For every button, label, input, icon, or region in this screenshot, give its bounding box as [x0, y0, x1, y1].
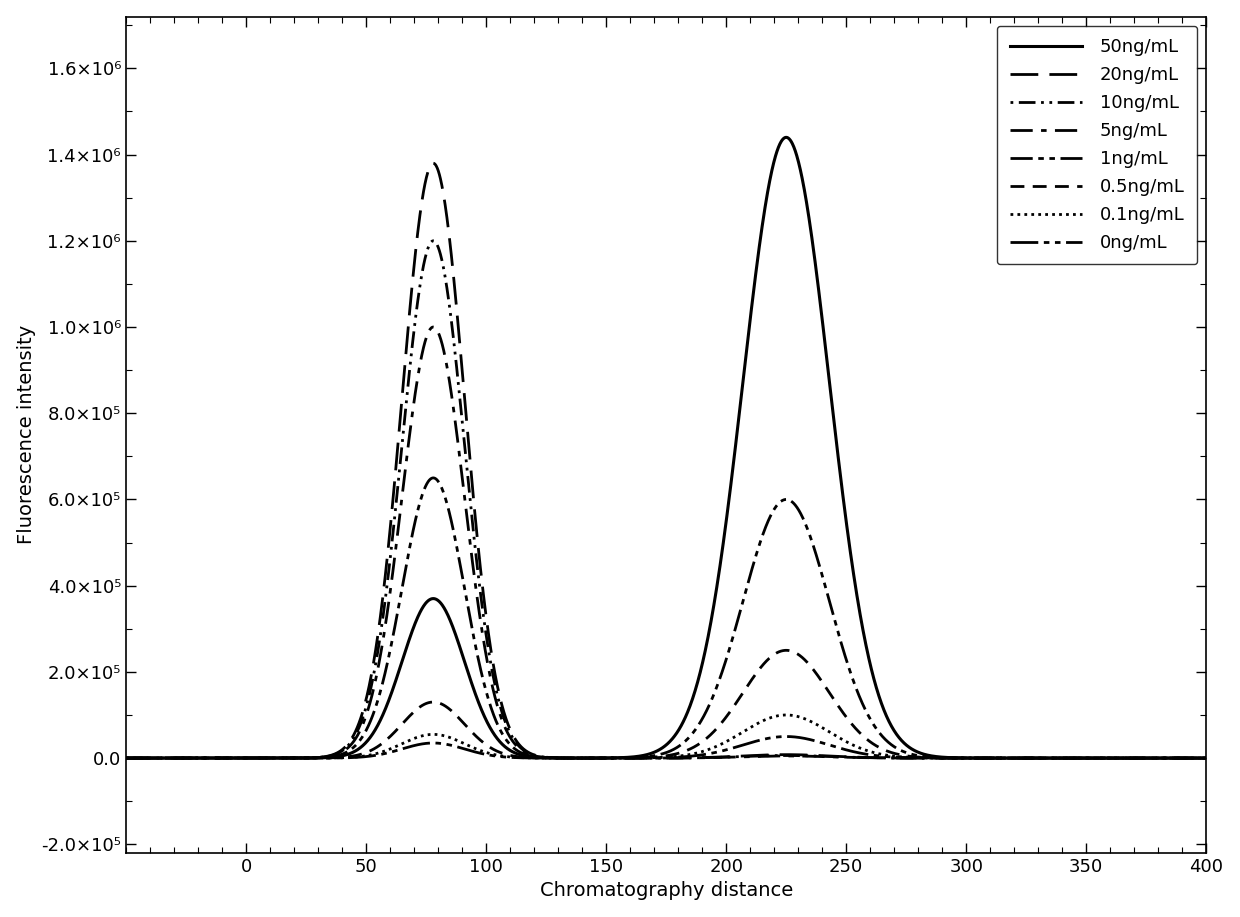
0.1ng/mL	[306, 753, 321, 764]
1ng/mL	[1199, 753, 1214, 764]
10ng/mL	[1178, 753, 1193, 764]
Line: 0ng/mL: 0ng/mL	[126, 736, 1207, 758]
0.1ng/mL	[1178, 753, 1193, 764]
0ng/mL	[1178, 753, 1193, 764]
5ng/mL	[1178, 753, 1193, 764]
0.1ng/mL	[119, 753, 134, 764]
5ng/mL	[119, 753, 134, 764]
5ng/mL	[580, 753, 595, 764]
0ng/mL	[306, 753, 321, 764]
20ng/mL	[1199, 753, 1214, 764]
Line: 50ng/mL: 50ng/mL	[126, 138, 1207, 758]
50ng/mL	[1178, 753, 1193, 764]
50ng/mL	[779, 132, 794, 143]
20ng/mL	[533, 751, 548, 762]
0.5ng/mL	[1178, 753, 1193, 764]
1ng/mL	[425, 472, 440, 483]
0.1ng/mL	[1061, 753, 1076, 764]
0ng/mL	[119, 753, 134, 764]
Line: 0.5ng/mL: 0.5ng/mL	[126, 650, 1207, 758]
Line: 1ng/mL: 1ng/mL	[126, 478, 1207, 758]
Legend: 50ng/mL, 20ng/mL, 10ng/mL, 5ng/mL, 1ng/mL, 0.5ng/mL, 0.1ng/mL, 0ng/mL: 50ng/mL, 20ng/mL, 10ng/mL, 5ng/mL, 1ng/m…	[997, 26, 1198, 264]
1ng/mL	[119, 753, 134, 764]
0ng/mL	[1061, 753, 1076, 764]
Line: 5ng/mL: 5ng/mL	[126, 327, 1207, 758]
0.1ng/mL	[779, 710, 794, 721]
50ng/mL	[1061, 753, 1076, 764]
Line: 10ng/mL: 10ng/mL	[126, 241, 1207, 758]
0ng/mL	[242, 753, 257, 764]
0ng/mL	[533, 753, 548, 764]
5ng/mL	[242, 753, 257, 764]
0ng/mL	[779, 731, 794, 742]
1ng/mL	[306, 753, 321, 764]
1ng/mL	[580, 753, 595, 764]
1ng/mL	[242, 753, 257, 764]
20ng/mL	[1061, 753, 1076, 764]
Line: 0.1ng/mL: 0.1ng/mL	[126, 715, 1207, 758]
0.1ng/mL	[533, 753, 548, 764]
0.5ng/mL	[1061, 753, 1076, 764]
Line: 20ng/mL: 20ng/mL	[126, 163, 1207, 758]
20ng/mL	[306, 752, 321, 763]
5ng/mL	[1199, 753, 1214, 764]
50ng/mL	[579, 753, 594, 764]
10ng/mL	[119, 753, 134, 764]
10ng/mL	[306, 752, 321, 763]
20ng/mL	[580, 753, 595, 764]
X-axis label: Chromatography distance: Chromatography distance	[539, 881, 792, 900]
5ng/mL	[1061, 753, 1076, 764]
0.5ng/mL	[579, 753, 594, 764]
1ng/mL	[1178, 753, 1193, 764]
1ng/mL	[533, 752, 548, 763]
0.5ng/mL	[533, 753, 548, 764]
0.5ng/mL	[306, 753, 321, 764]
0.1ng/mL	[242, 753, 257, 764]
Y-axis label: Fluorescence intensity: Fluorescence intensity	[16, 326, 36, 545]
5ng/mL	[533, 751, 548, 762]
5ng/mL	[425, 322, 440, 333]
10ng/mL	[1199, 753, 1214, 764]
5ng/mL	[306, 752, 321, 763]
10ng/mL	[242, 753, 257, 764]
20ng/mL	[242, 753, 257, 764]
20ng/mL	[425, 158, 440, 169]
10ng/mL	[1061, 753, 1076, 764]
0.5ng/mL	[1199, 753, 1214, 764]
0ng/mL	[1199, 753, 1214, 764]
50ng/mL	[119, 753, 134, 764]
1ng/mL	[1061, 753, 1076, 764]
10ng/mL	[533, 751, 548, 762]
0ng/mL	[579, 753, 594, 764]
10ng/mL	[580, 753, 595, 764]
10ng/mL	[425, 236, 440, 247]
50ng/mL	[306, 753, 321, 764]
0.5ng/mL	[119, 753, 134, 764]
50ng/mL	[1199, 753, 1214, 764]
0.1ng/mL	[579, 753, 594, 764]
0.5ng/mL	[242, 753, 257, 764]
0.1ng/mL	[1199, 753, 1214, 764]
0.5ng/mL	[779, 645, 794, 656]
50ng/mL	[242, 753, 257, 764]
20ng/mL	[119, 753, 134, 764]
50ng/mL	[533, 752, 548, 763]
20ng/mL	[1178, 753, 1193, 764]
